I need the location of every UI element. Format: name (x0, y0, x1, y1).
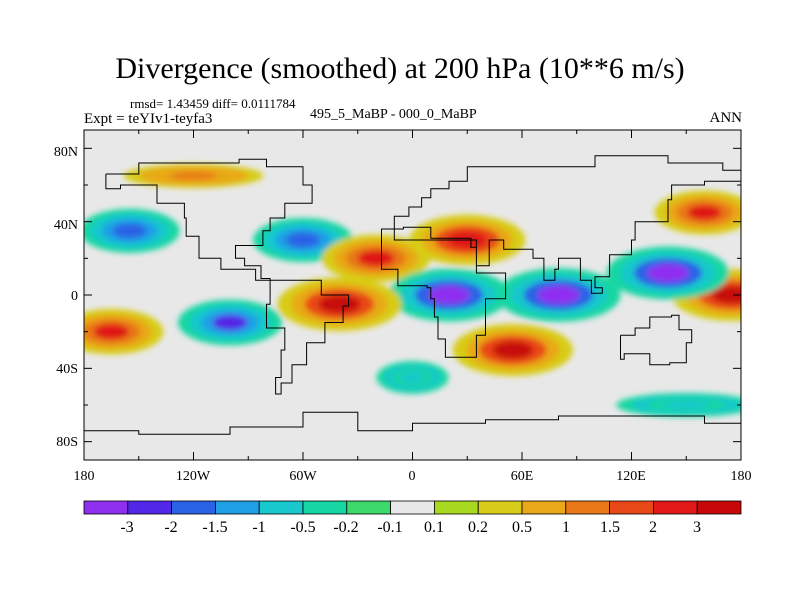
lon-tick-label: 0 (409, 469, 416, 484)
colorbar-label: 2 (649, 519, 657, 536)
field-region (428, 286, 470, 304)
colorbar-swatch (521, 500, 567, 515)
colorbar-label: -0.2 (333, 519, 358, 536)
field-region (212, 314, 248, 331)
field-region (687, 205, 722, 220)
field-region (492, 341, 534, 359)
colorbar-swatch (390, 500, 435, 515)
colorbar-labels: -3 -2 -1.5 -1 -0.5 -0.2 -0.1 0.1 0.2 0.5… (120, 519, 701, 536)
season-label: ANN (709, 110, 743, 126)
colorbar-label: -2 (164, 519, 177, 536)
map-title: Divergence (smoothed) at 200 hPa (10**6 … (115, 52, 685, 85)
stats-label: rmsd= 1.43459 diff= 0.0111784 (130, 96, 296, 111)
colorbar-label: -1.5 (202, 519, 227, 536)
field-region (318, 295, 361, 314)
field-region (662, 400, 711, 410)
coastline (84, 155, 741, 435)
colorbar-label: 1.5 (600, 519, 620, 536)
colorbar-label: -3 (120, 519, 133, 536)
colorbar-label: 3 (693, 519, 701, 536)
colorbar-swatch (653, 500, 698, 515)
colorbar-swatch (609, 500, 654, 515)
lat-tick-label: 0 (71, 289, 78, 304)
field-region (400, 371, 425, 384)
lon-tick-label: 180 (74, 469, 95, 484)
colorbar-swatch (258, 500, 304, 515)
colorbar-swatch (127, 500, 173, 515)
longitude-axis: 180 120W 60W 0 60E 120E 180 (74, 469, 752, 484)
colorbar (83, 500, 742, 515)
colorbar-label: -0.5 (290, 519, 315, 536)
coastline-south-america (266, 279, 350, 395)
colorbar-label: 0.1 (424, 519, 444, 536)
colorbar-swatch (477, 500, 523, 515)
coastline-eurasia-africa (381, 155, 741, 358)
colorbar-swatch (346, 500, 391, 515)
field-region (711, 286, 741, 304)
lat-tick-label: 40S (56, 362, 78, 377)
colorbar-label: -0.1 (377, 519, 402, 536)
colorbar-swatch (171, 500, 216, 515)
coastline-australia (620, 314, 693, 366)
colorbar-swatch (433, 500, 479, 515)
lat-tick-label: 40N (54, 218, 78, 233)
field-region (169, 171, 218, 180)
comparison-label: 495_5_MaBP - 000_0_MaBP (310, 107, 477, 122)
lon-tick-label: 120W (176, 469, 211, 484)
field-region (112, 223, 147, 239)
lat-tick-label: 80S (56, 435, 78, 450)
experiment-label: Expt = teYIv1-teyfa3 (84, 111, 213, 127)
field-region (286, 232, 320, 248)
colorbar-swatch (83, 500, 129, 515)
field-region (647, 264, 689, 282)
lat-tick-label: 80N (54, 145, 78, 160)
lon-tick-label: 60E (511, 469, 534, 484)
colorbar-swatch (565, 500, 610, 515)
colorbar-label: 0.5 (512, 519, 532, 536)
coastline-north-america (105, 158, 313, 281)
colorbar-swatch (302, 500, 348, 515)
lon-tick-label: 60W (289, 469, 317, 484)
colorbar-swatch (696, 500, 742, 515)
field-region (357, 250, 395, 267)
colorbar-label: 1 (562, 519, 570, 536)
coastline-antarctica (84, 411, 741, 435)
lon-tick-label: 120E (616, 469, 646, 484)
colorbar-label: 0.2 (468, 519, 488, 536)
field-region (537, 285, 580, 305)
latitude-axis: 80N 40N 0 40S 80S (54, 145, 78, 450)
colorbar-swatch (214, 500, 260, 515)
colorbar-label: -1 (252, 519, 265, 536)
field-region (93, 323, 130, 340)
lon-tick-label: 180 (731, 469, 752, 484)
axis-ticks (83, 130, 742, 460)
